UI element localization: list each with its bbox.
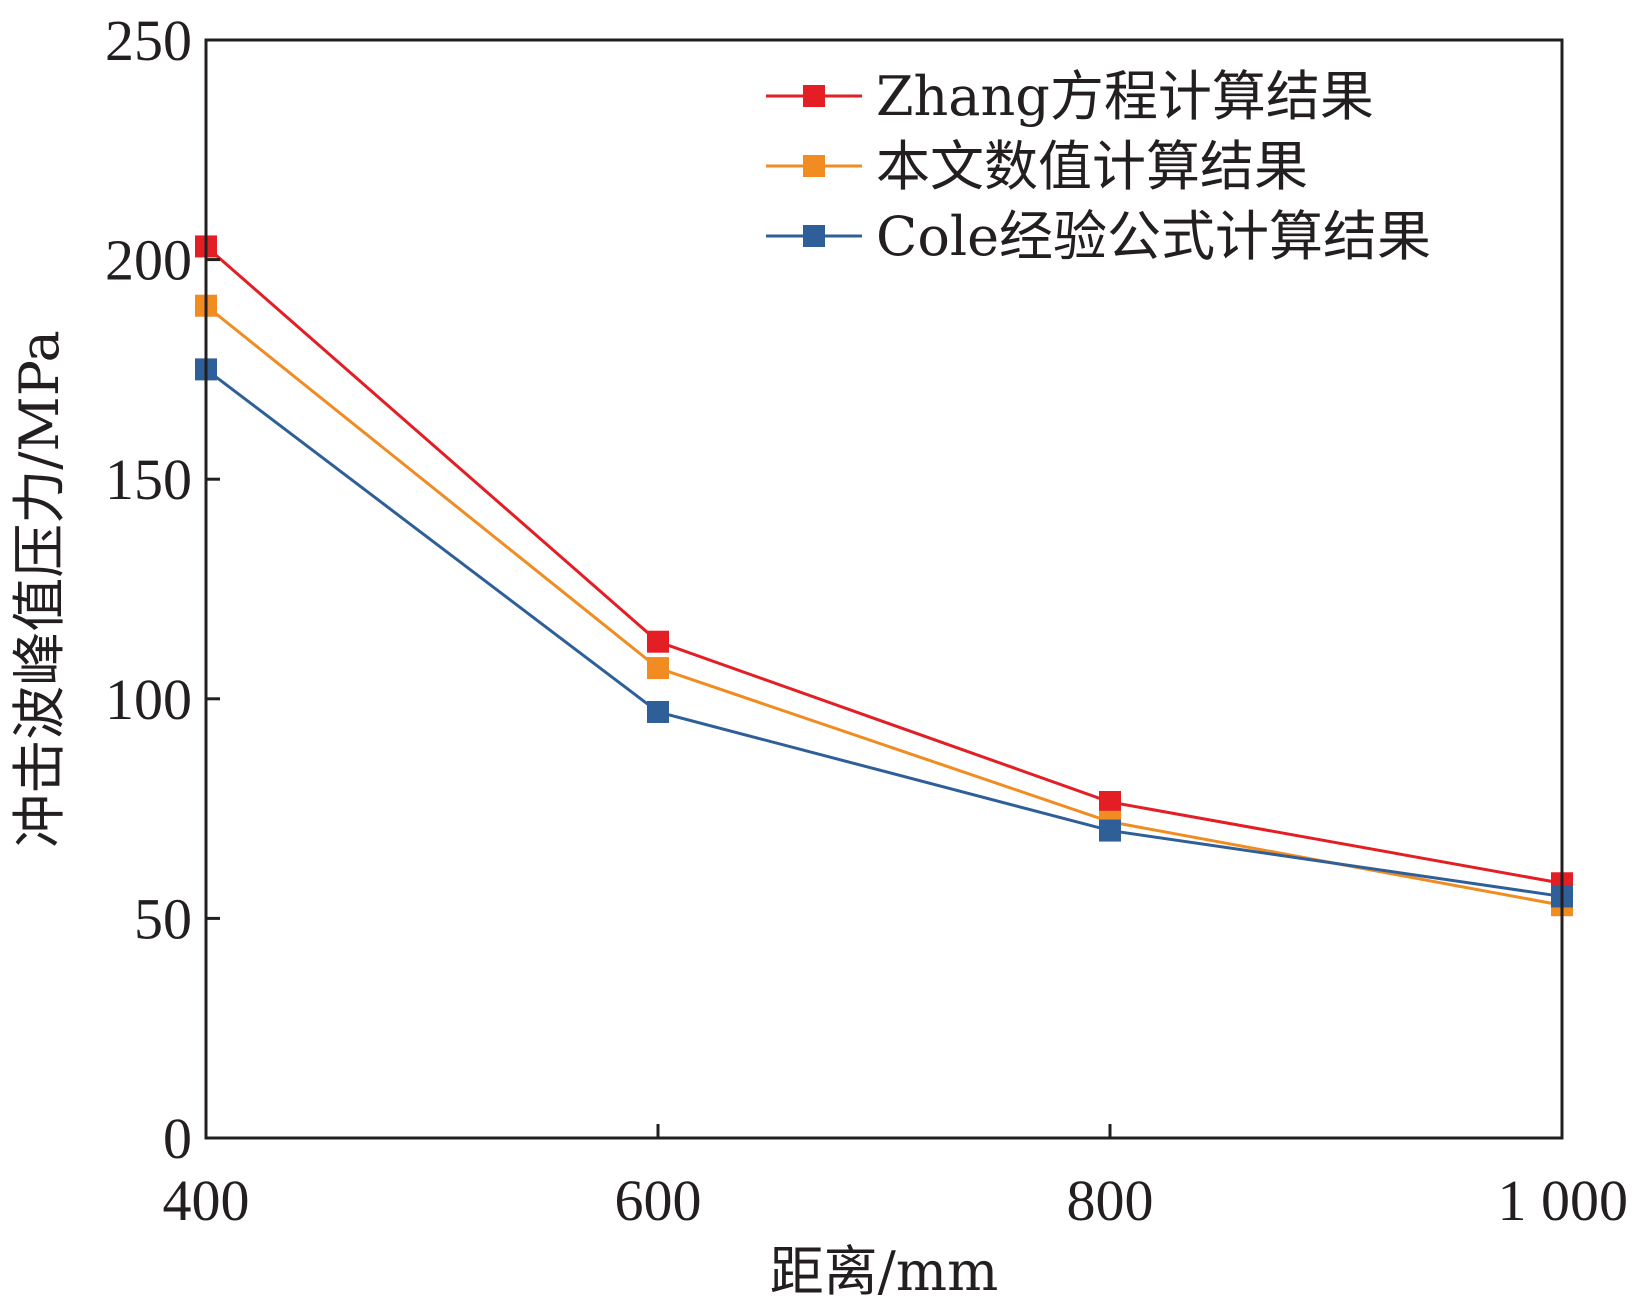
series-2-point — [647, 657, 669, 680]
x-tick-label: 400 — [163, 1168, 250, 1233]
series-3-point — [1099, 819, 1121, 842]
series-1-point — [647, 630, 669, 653]
y-tick-label: 250 — [105, 8, 192, 73]
x-tick-label: 800 — [1067, 1168, 1154, 1233]
x-tick-label: 1 000 — [1498, 1168, 1629, 1233]
series-line-1 — [205, 245, 1563, 885]
y-tick-label: 100 — [105, 667, 192, 732]
legend-marker-2 — [803, 155, 825, 177]
legend-label-1: Zhang方程计算结果 — [876, 65, 1374, 128]
series-3-point — [647, 700, 669, 723]
y-tick-label: 0 — [163, 1106, 192, 1171]
x-tick-label: 600 — [615, 1168, 702, 1233]
y-tick-label: 200 — [105, 228, 192, 293]
series-layer — [195, 235, 1573, 917]
legend-label-2: 本文数值计算结果 — [876, 135, 1308, 198]
plot-frame — [204, 38, 1564, 1140]
legend-label-3: Cole经验公式计算结果 — [876, 205, 1431, 268]
ticks-layer: 400 600 800 1 000 0 50 100 150 200 250 — [105, 8, 1628, 1233]
legend-marker-1 — [803, 85, 825, 107]
series-line-3 — [205, 368, 1563, 898]
legend-marker-3 — [803, 225, 825, 247]
y-axis-title: 冲击波峰值压力/MPa — [8, 330, 71, 848]
series-1-point — [1099, 791, 1121, 814]
series-line-2 — [205, 304, 1563, 907]
y-tick-label: 150 — [105, 447, 192, 512]
x-axis-title: 距离/mm — [770, 1240, 999, 1303]
y-tick-label: 50 — [134, 886, 192, 951]
